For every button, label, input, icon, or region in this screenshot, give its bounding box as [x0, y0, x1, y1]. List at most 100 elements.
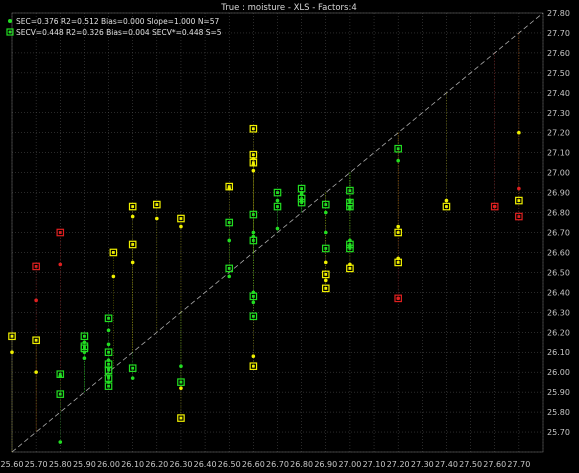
validation-point: [394, 228, 402, 237]
validation-point: [177, 378, 185, 386]
validation-point-center: [107, 316, 110, 320]
validation-point: [346, 186, 354, 195]
y-tick-label: 26.90: [547, 189, 570, 198]
x-tick-label: 26.60: [242, 460, 265, 469]
x-tick-label: 27.50: [459, 460, 482, 469]
calibration-point: [275, 226, 280, 231]
x-tick-label: 27.10: [363, 460, 386, 469]
calibration-point: [34, 370, 38, 374]
calibration-point: [179, 364, 183, 368]
validation-point-center: [107, 368, 110, 372]
validation-point-center: [493, 205, 497, 208]
validation-point: [249, 210, 258, 219]
validation-point: [225, 182, 234, 191]
x-tick-label: 27.40: [435, 460, 458, 469]
validation-point-center: [324, 203, 328, 206]
validation-point-center: [324, 273, 328, 276]
calibration-point: [111, 274, 116, 279]
validation-point-center: [348, 205, 352, 208]
calibration-point: [517, 186, 521, 191]
x-tick-label: 27.30: [411, 460, 434, 469]
calibration-point: [251, 230, 256, 235]
validation-point: [225, 218, 234, 227]
calibration-point: [58, 440, 63, 444]
validation-point-center: [348, 247, 352, 250]
validation-point-center: [227, 185, 231, 189]
x-tick-labels: 25.60 25.70 25.80 25.90 26.00 26.10 26.20 26.30…: [1, 460, 531, 469]
validation-point-center: [131, 243, 135, 246]
validation-point-center: [251, 127, 255, 131]
x-tick-label: 26.90: [314, 460, 337, 469]
validation-point: [490, 202, 499, 211]
calibration-point: [323, 230, 328, 235]
x-tick-label: 25.60: [1, 460, 24, 469]
validation-point-center: [131, 205, 135, 208]
calibration-point: [130, 376, 135, 380]
calibration-point: [251, 168, 256, 173]
validation-point-center: [58, 231, 62, 234]
validation-point-center: [179, 217, 183, 220]
validation-point: [225, 264, 234, 273]
validation-point: [177, 214, 185, 223]
y-tick-label: 26.30: [547, 308, 570, 317]
validation-point: [249, 292, 258, 301]
y-tick-label: 27.80: [547, 9, 570, 18]
x-tick-label: 26.10: [121, 460, 144, 469]
validation-point: [80, 344, 89, 353]
validation-point-center: [348, 201, 352, 204]
validation-point-center: [300, 187, 304, 190]
y-tick-label: 26.10: [547, 348, 570, 357]
calibration-point: [82, 356, 87, 361]
calibration-point: [130, 214, 135, 219]
validation-point-center: [179, 380, 183, 384]
legend-marker-cal: [8, 19, 12, 23]
legend-marker-val: [6, 28, 14, 36]
x-tick-label: 27.20: [387, 460, 410, 469]
plot-border: [11, 12, 544, 453]
validation-point: [56, 390, 65, 398]
validation-point: [249, 150, 258, 159]
validation-point-center: [324, 286, 328, 290]
validation-point: [104, 348, 113, 357]
validation-point: [249, 124, 258, 133]
y-tick-label: 26.20: [547, 328, 570, 337]
validation-point: [346, 264, 354, 273]
validation-point: [104, 314, 113, 323]
x-tick-label: 27.70: [507, 460, 530, 469]
calibration-point: [106, 328, 111, 333]
x-tick-label: 25.80: [49, 460, 72, 469]
validation-point-center: [107, 362, 110, 366]
validation-point-center: [107, 350, 110, 354]
validation-point: [515, 196, 523, 205]
validation-point-center: [517, 199, 521, 202]
x-tick-label: 26.20: [145, 460, 168, 469]
legend-entry-cal: SEC=0.376 R2=0.512 Bias=0.000 Slope=1.00…: [16, 17, 219, 26]
calibration-point: [179, 386, 183, 390]
validation-point-center: [227, 267, 231, 270]
calibration-point: [10, 350, 14, 355]
validation-point-center: [83, 334, 86, 338]
validation-point-center: [276, 205, 279, 208]
validation-point: [442, 202, 451, 211]
calibration-point: [58, 262, 63, 267]
y-tick-label: 27.20: [547, 129, 570, 138]
validation-point: [249, 312, 258, 321]
validation-point: [56, 228, 65, 237]
validation-point-center: [517, 215, 521, 218]
validation-point: [249, 158, 258, 167]
validation-point-center: [251, 294, 255, 298]
validation-point-center: [251, 239, 255, 242]
calibration-point: [155, 216, 159, 221]
legend-entry-val: SECV=0.448 R2=0.326 Bias=0.004 SECV*=0.4…: [16, 28, 222, 37]
validation-point-center: [10, 334, 14, 338]
validation-point-center: [107, 384, 110, 388]
y-tick-label: 27.60: [547, 49, 570, 58]
validation-point-center: [396, 261, 400, 264]
validation-point: [56, 370, 65, 378]
validation-point: [321, 284, 330, 293]
legend-marker-val-dot: [8, 30, 12, 34]
y-tick-label: 25.70: [547, 428, 570, 437]
y-tick-label: 25.80: [547, 408, 570, 417]
